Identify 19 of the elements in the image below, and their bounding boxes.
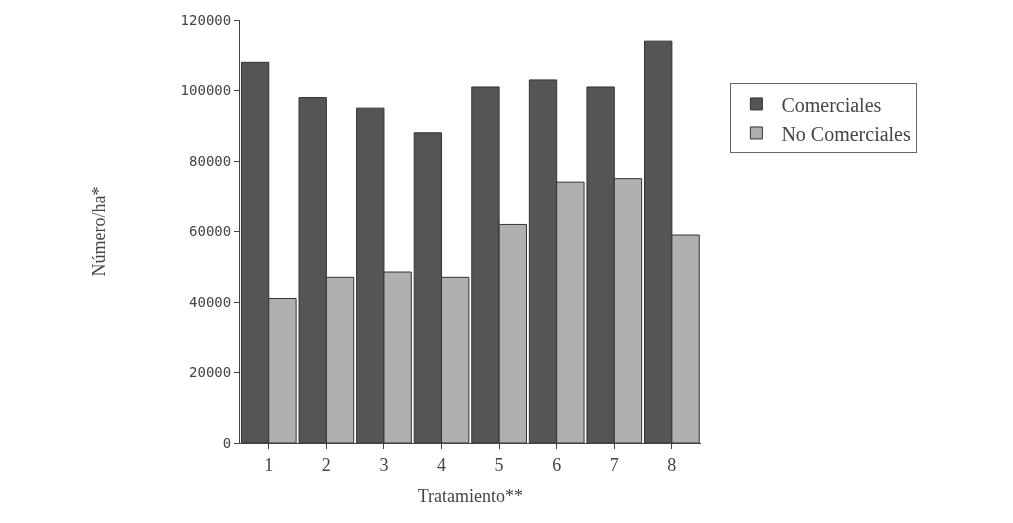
x-tick-label: 2 — [321, 454, 331, 475]
y-tick-label: 40000 — [189, 293, 232, 310]
y-tick-label: 20000 — [189, 364, 232, 381]
x-tick-label: 7 — [609, 454, 619, 475]
y-tick-label: 0 — [222, 434, 232, 451]
x-tick-label: 4 — [437, 454, 447, 475]
y-tick-label: 80000 — [189, 152, 232, 169]
legend-label: Comerciales — [781, 93, 882, 116]
y-tick-label: 60000 — [189, 223, 232, 240]
y-axis-title: Número/ha* — [88, 186, 109, 277]
x-axis-title: Tratamiento** — [417, 485, 523, 506]
legend-label: No Comerciales — [781, 122, 911, 145]
x-tick-label: 5 — [494, 454, 504, 475]
x-tick-label: 1 — [264, 454, 274, 475]
y-tick-label: 120000 — [180, 11, 232, 28]
y-tick-label: 100000 — [180, 82, 232, 99]
x-tick-label: 8 — [667, 454, 677, 475]
x-tick-label: 3 — [379, 454, 389, 475]
x-tick-label: 6 — [552, 454, 562, 475]
